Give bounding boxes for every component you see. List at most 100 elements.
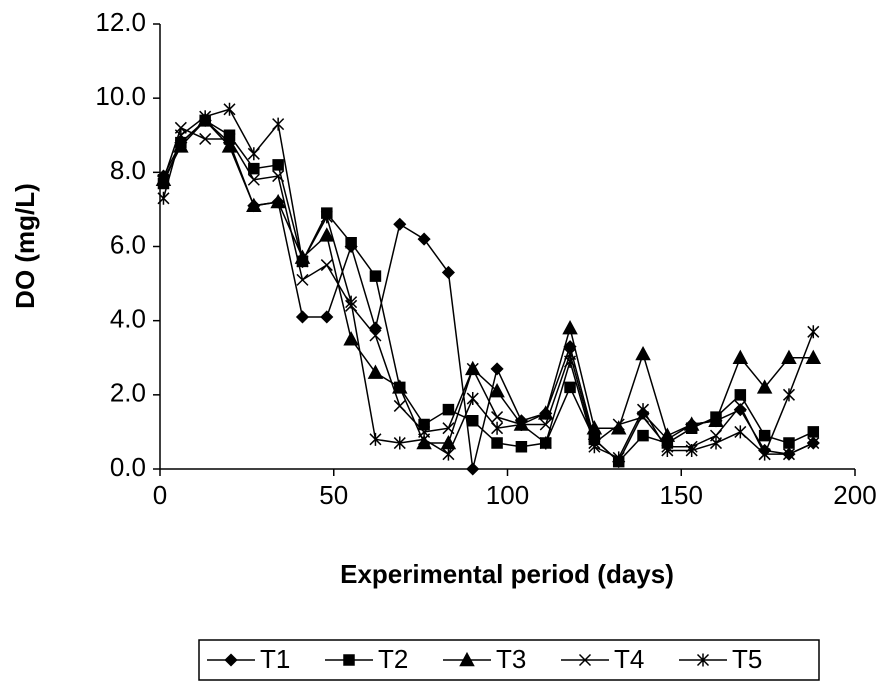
data-point: [661, 443, 674, 457]
x-tick-label: 0: [153, 480, 167, 510]
data-point: [490, 362, 504, 376]
data-point: [466, 462, 480, 476]
legend-marker: [578, 653, 592, 667]
data-point: [758, 429, 771, 442]
legend-marker: [459, 651, 475, 667]
data-point: [733, 403, 747, 417]
data-point: [515, 441, 528, 453]
data-point: [223, 102, 236, 116]
data-point: [247, 173, 260, 186]
legend-label: T3: [496, 644, 526, 674]
data-point: [223, 129, 236, 141]
series-line: [162, 119, 814, 444]
data-point: [345, 237, 357, 249]
legend-marker: [696, 653, 710, 667]
data-point: [782, 388, 796, 402]
x-axis-title: Experimental period (days): [340, 559, 674, 589]
series-line: [162, 126, 814, 455]
data-point: [612, 418, 625, 431]
data-point: [491, 411, 504, 424]
data-point: [320, 259, 333, 272]
data-point: [199, 110, 212, 124]
data-point: [562, 320, 578, 335]
data-point: [564, 354, 577, 368]
y-tick-label: 0.0: [110, 452, 146, 482]
data-point: [393, 217, 407, 231]
data-point: [272, 170, 285, 183]
data-point: [442, 447, 455, 461]
data-point: [223, 132, 236, 145]
data-point: [807, 325, 820, 339]
data-point: [368, 321, 383, 335]
y-tick-label: 8.0: [110, 155, 146, 185]
series-line: [162, 108, 814, 459]
series-line: [162, 119, 814, 463]
x-tick-label: 150: [660, 480, 703, 510]
data-point: [683, 416, 700, 431]
y-tick-label: 12.0: [95, 7, 146, 37]
data-point: [635, 345, 651, 361]
data-point: [467, 415, 479, 427]
data-point: [418, 432, 431, 446]
data-point: [295, 310, 310, 324]
data-point: [345, 295, 358, 309]
data-point: [247, 147, 260, 161]
data-point: [320, 210, 333, 224]
y-tick-label: 4.0: [110, 304, 146, 334]
data-point: [174, 128, 187, 142]
data-point: [491, 437, 503, 449]
data-point: [539, 436, 552, 450]
data-point: [248, 162, 260, 175]
y-tick-label: 2.0: [110, 378, 146, 408]
legend-label: T5: [732, 644, 762, 674]
legend-label: T2: [378, 644, 408, 674]
data-point: [320, 310, 334, 324]
data-point: [758, 447, 771, 461]
data-point: [367, 364, 384, 379]
data-point: [393, 436, 406, 450]
data-point: [612, 451, 625, 465]
data-point: [272, 117, 285, 131]
data-point: [296, 273, 309, 286]
data-point: [782, 448, 796, 461]
data-point: [636, 403, 650, 417]
legend-box: [198, 639, 820, 681]
data-point: [709, 436, 723, 450]
data-point: [343, 331, 359, 346]
data-point: [783, 437, 795, 449]
y-tick-label: 10.0: [95, 81, 146, 111]
data-point: [564, 381, 576, 394]
legend-label: T4: [614, 644, 644, 674]
data-point: [637, 429, 649, 442]
y-tick-label: 6.0: [110, 229, 146, 259]
data-point: [491, 421, 504, 435]
x-tick-label: 100: [486, 480, 529, 510]
data-point: [807, 426, 820, 438]
data-point: [781, 349, 797, 364]
legend-marker: [224, 653, 238, 667]
data-point: [272, 159, 284, 171]
x-tick-label: 200: [833, 480, 876, 510]
legend-label: T1: [260, 644, 290, 674]
data-point: [659, 427, 676, 442]
data-point: [221, 138, 238, 153]
data-point: [392, 379, 408, 394]
data-point: [734, 399, 747, 412]
data-point: [466, 362, 479, 375]
data-point: [732, 349, 749, 364]
data-point: [369, 329, 382, 342]
data-point: [685, 443, 698, 457]
data-point: [369, 270, 382, 282]
data-point: [515, 418, 528, 431]
data-point: [199, 132, 212, 145]
data-point: [734, 425, 747, 439]
data-point: [708, 412, 724, 428]
data-point: [466, 392, 479, 406]
y-axis-title: DO (mg/L): [10, 183, 40, 309]
data-point: [734, 389, 747, 401]
data-point: [270, 193, 286, 209]
x-tick-label: 50: [319, 480, 348, 510]
data-point: [319, 227, 335, 242]
data-point: [489, 383, 505, 398]
legend-marker: [343, 654, 355, 666]
